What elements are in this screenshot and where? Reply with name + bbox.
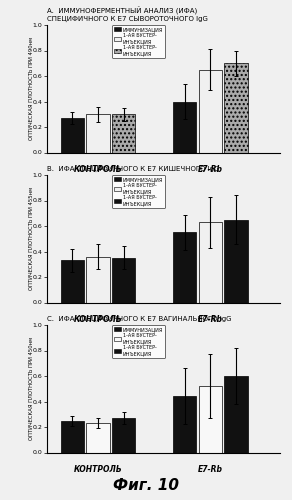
Y-axis label: ОПТИЧЕСКАЯ ПЛОТНОСТЬ ПРИ 455нм: ОПТИЧЕСКАЯ ПЛОТНОСТЬ ПРИ 455нм [29, 187, 34, 290]
Text: E7-Rb: E7-Rb [198, 316, 223, 324]
Text: A.  ИММУНОФЕРМЕНТНЫЙ АНАЛИЗ (ИФА)
СПЕЦИФИЧНОГО К Е7 СЫВОРОТОЧНОГО IgG: A. ИММУНОФЕРМЕНТНЫЙ АНАЛИЗ (ИФА) СПЕЦИФИ… [47, 6, 208, 22]
Legend: ИММУНИЗАЦИЯ, 1-АЯ БУСТЕР-
ИНЪЕКЦИЯ, 1-АЯ БУСТЕР-
ИНЪЕКЦИЯ: ИММУНИЗАЦИЯ, 1-АЯ БУСТЕР- ИНЪЕКЦИЯ, 1-АЯ… [112, 325, 165, 358]
Bar [224, 220, 248, 302]
Bar [61, 118, 84, 152]
Bar [86, 256, 110, 302]
Y-axis label: ОПТИЧЕСКАЯ ПЛОТНОСТЬ ПРИ 450нм: ОПТИЧЕСКАЯ ПЛОТНОСТЬ ПРИ 450нм [29, 337, 34, 440]
Text: C.  ИФА СПЕЦИФИЧНОГО К Е7 ВАГИНАЛЬНОГО IgG: C. ИФА СПЕЦИФИЧНОГО К Е7 ВАГИНАЛЬНОГО Ig… [47, 316, 231, 322]
Legend: ИММУНИЗАЦИЯ, 1-АЯ БУСТЕР-
ИНЪЕКЦИЯ, 1-АЯ БУСТЕР-
ИНЪЕКЦИЯ: ИММУНИЗАЦИЯ, 1-АЯ БУСТЕР- ИНЪЕКЦИЯ, 1-АЯ… [112, 25, 165, 58]
Y-axis label: ОПТИЧЕСКАЯ ПЛОТНОСТЬ ПРИ 490нм: ОПТИЧЕСКАЯ ПЛОТНОСТЬ ПРИ 490нм [29, 37, 34, 140]
Text: Фиг. 10: Фиг. 10 [113, 478, 179, 492]
Bar [199, 70, 222, 152]
Bar [86, 114, 110, 152]
Text: E7-Rb: E7-Rb [198, 165, 223, 174]
Bar [199, 386, 222, 452]
Text: КОНТРОЛЬ: КОНТРОЛЬ [74, 316, 122, 324]
Bar [199, 222, 222, 302]
Legend: ИММУНИЗАЦИЯ, 1-АЯ БУСТЕР-
ИНЪЕКЦИЯ, 1-АЯ БУСТЕР-
ИНЪЕКЦИЯ: ИММУНИЗАЦИЯ, 1-АЯ БУСТЕР- ИНЪЕКЦИЯ, 1-АЯ… [112, 175, 165, 208]
Text: E7-Rb: E7-Rb [198, 465, 223, 474]
Text: КОНТРОЛЬ: КОНТРОЛЬ [74, 165, 122, 174]
Bar [224, 376, 248, 452]
Bar [86, 423, 110, 452]
Bar [112, 258, 135, 302]
Bar [173, 102, 196, 152]
Bar [61, 420, 84, 452]
Bar [173, 396, 196, 452]
Text: B.  ИФА СПЕЦИФИЧНОГО К Е7 КИШЕЧНОГО IgG: B. ИФА СПЕЦИФИЧНОГО К Е7 КИШЕЧНОГО IgG [47, 166, 219, 172]
Bar [112, 418, 135, 452]
Bar [224, 63, 248, 152]
Bar [61, 260, 84, 302]
Bar [112, 114, 135, 152]
Text: КОНТРОЛЬ: КОНТРОЛЬ [74, 465, 122, 474]
Bar [173, 232, 196, 302]
